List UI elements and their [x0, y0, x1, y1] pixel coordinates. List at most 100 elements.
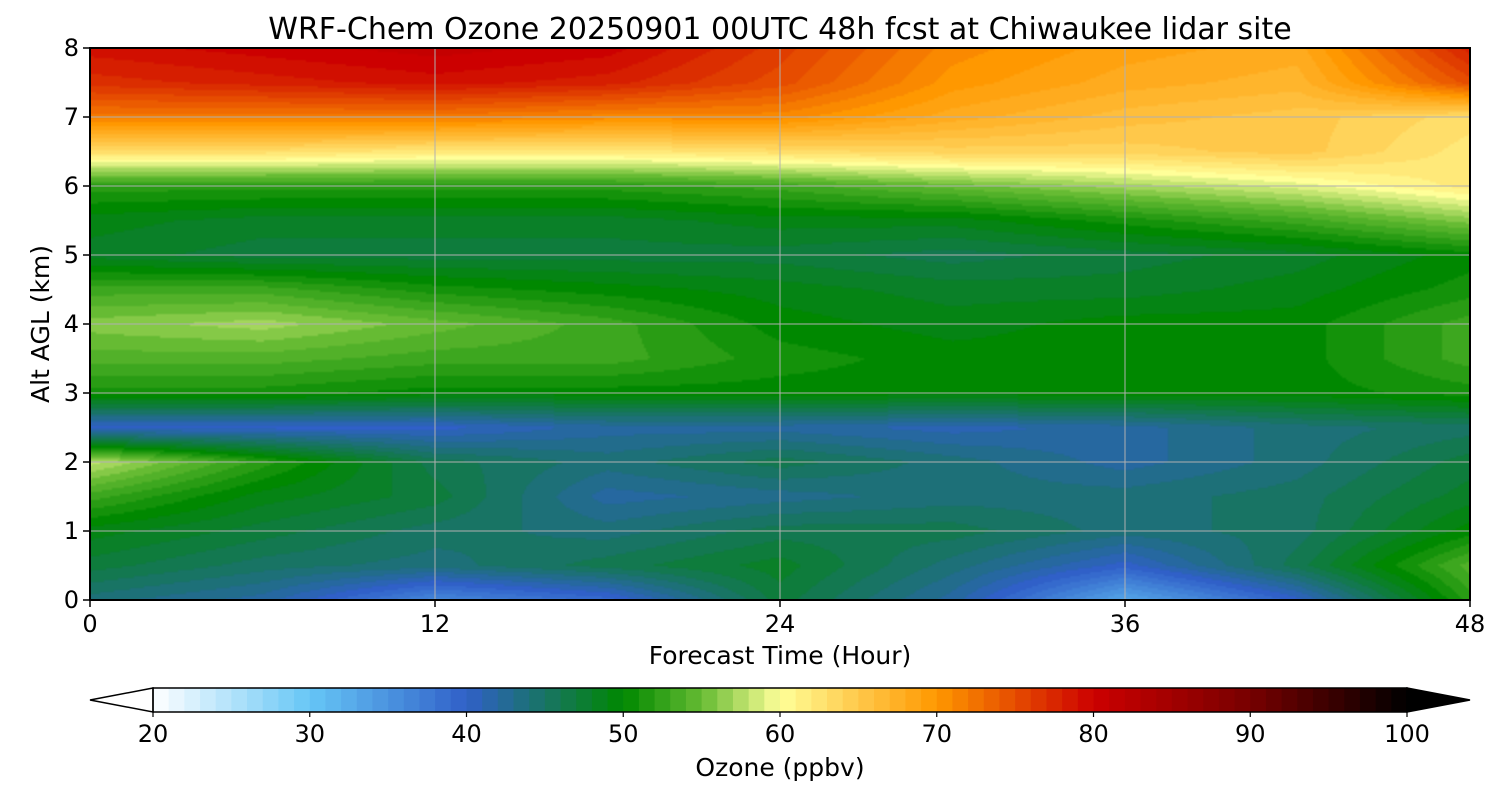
colorbar-band	[184, 688, 201, 712]
x-tick-label: 0	[82, 610, 97, 638]
colorbar-band	[1030, 688, 1048, 712]
colorbar-tick-label: 60	[765, 720, 796, 748]
colorbar-band	[701, 688, 718, 712]
x-tick-label: 36	[1110, 610, 1141, 638]
colorbar-band	[497, 688, 515, 712]
colorbar-band	[215, 688, 232, 712]
colorbar-band	[560, 688, 577, 712]
colorbar-band	[670, 688, 687, 712]
colorbar-band	[1265, 688, 1283, 712]
colorbar-band	[419, 688, 436, 712]
colorbar-band	[858, 688, 875, 712]
colorbar-band	[576, 688, 593, 712]
colorbar-band	[827, 688, 844, 712]
colorbar-tick-label: 100	[1384, 720, 1430, 748]
y-tick-label: 4	[64, 310, 79, 338]
colorbar-band	[1281, 688, 1298, 712]
colorbar-bands	[153, 688, 1408, 712]
colorbar-band	[544, 688, 562, 712]
colorbar-band	[372, 688, 389, 712]
colorbar-band	[654, 688, 671, 712]
colorbar-band	[999, 688, 1016, 712]
colorbar-band	[1250, 688, 1267, 712]
colorbar-band	[1344, 688, 1361, 712]
colorbar-band	[309, 688, 327, 712]
colorbar-band	[842, 688, 859, 712]
colorbar-band	[450, 688, 468, 712]
colorbar-band	[529, 688, 546, 712]
colorbar-band	[403, 688, 421, 712]
colorbar-band	[874, 688, 891, 712]
colorbar-band	[513, 688, 530, 712]
colorbar-band	[591, 688, 609, 712]
colorbar-tick-label: 90	[1235, 720, 1266, 748]
colorbar-band	[936, 688, 954, 712]
colorbar-band	[968, 688, 985, 712]
y-axis: 0 1 2 3 4 5 6 7 8	[64, 34, 90, 614]
colorbar-band	[732, 688, 750, 712]
colorbar-tick-label: 70	[921, 720, 952, 748]
colorbar-band	[623, 688, 640, 712]
colorbar-band	[1124, 688, 1142, 712]
colorbar-band	[889, 688, 906, 712]
colorbar-band	[748, 688, 765, 712]
colorbar-band	[466, 688, 483, 712]
colorbar-band	[294, 688, 311, 712]
colorbar-band	[1140, 688, 1157, 712]
colorbar-band	[247, 688, 264, 712]
colorbar-extend-low	[89, 687, 154, 713]
y-tick-label: 0	[64, 586, 79, 614]
colorbar-band	[1234, 688, 1251, 712]
colorbar-band	[1218, 688, 1236, 712]
colorbar-band	[1171, 688, 1189, 712]
colorbar-band	[685, 688, 703, 712]
colorbar-band	[262, 688, 279, 712]
colorbar-band	[482, 688, 499, 712]
y-axis-title: Alt AGL (km)	[26, 245, 55, 403]
colorbar-band	[168, 688, 185, 712]
colorbar-band	[153, 688, 170, 712]
colorbar-band	[983, 688, 1001, 712]
y-tick-label: 5	[64, 241, 79, 269]
x-tick-label: 24	[765, 610, 796, 638]
colorbar-band	[278, 688, 295, 712]
colorbar-band	[1328, 688, 1345, 712]
colorbar-band	[764, 688, 781, 712]
colorbar-tick-label: 50	[608, 720, 639, 748]
colorbar-band	[435, 688, 452, 712]
x-axis: 0 12 24 36 48	[82, 600, 1485, 638]
colorbar-band	[1062, 688, 1079, 712]
colorbar-tick-label: 20	[138, 720, 169, 748]
colorbar-band	[1297, 688, 1314, 712]
colorbar-band	[952, 688, 969, 712]
colorbar-band	[905, 688, 922, 712]
y-tick-label: 1	[64, 517, 79, 545]
colorbar-band	[638, 688, 656, 712]
colorbar-band	[607, 688, 624, 712]
colorbar-band	[325, 688, 342, 712]
colorbar-tick-label: 40	[451, 720, 482, 748]
colorbar-band	[341, 688, 358, 712]
colorbar-label: Ozone (ppbv)	[695, 753, 864, 782]
colorbar-band	[1187, 688, 1204, 712]
plot-area	[89, 47, 1471, 601]
colorbar-ticks: 20 30 40 50 60 70 80 90 100	[138, 712, 1430, 748]
y-tick-label: 6	[64, 172, 79, 200]
x-tick-label: 48	[1455, 610, 1486, 638]
colorbar-band	[388, 688, 405, 712]
colorbar-band	[1046, 688, 1063, 712]
colorbar-band	[1359, 688, 1377, 712]
colorbar-band	[780, 688, 797, 712]
colorbar-band	[921, 688, 938, 712]
colorbar-band	[231, 688, 248, 712]
colorbar-band	[795, 688, 812, 712]
colorbar-band	[1312, 688, 1330, 712]
colorbar-band	[1203, 688, 1220, 712]
colorbar-tick-label: 80	[1078, 720, 1109, 748]
x-tick-label: 12	[420, 610, 451, 638]
colorbar-band	[200, 688, 217, 712]
colorbar-band	[717, 688, 734, 712]
colorbar-band	[1375, 688, 1392, 712]
y-tick-label: 3	[64, 379, 79, 407]
colorbar-tick-label: 30	[294, 720, 325, 748]
